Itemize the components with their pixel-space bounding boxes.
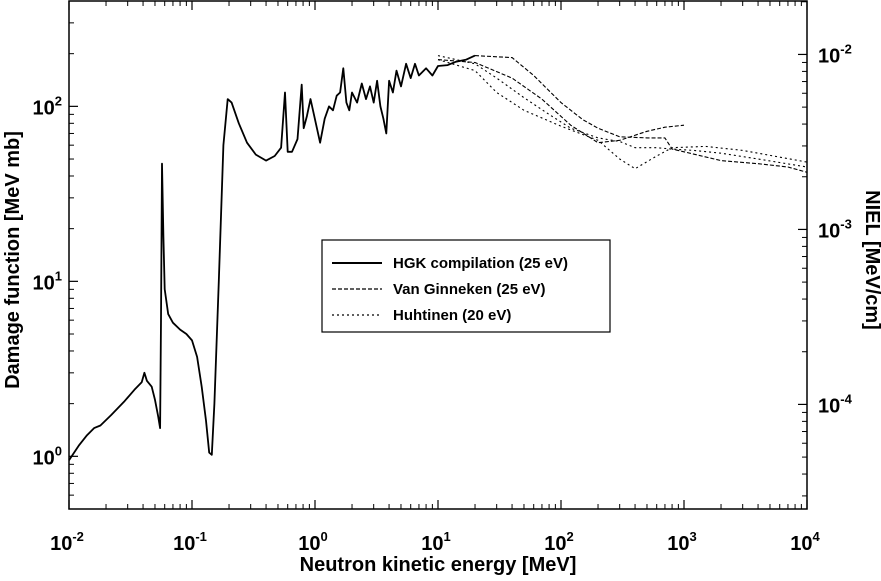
y-right-tick-label: 10-4 <box>818 391 853 417</box>
x-tick-label-exponent: -2 <box>72 529 84 544</box>
series-line-4 <box>437 59 808 170</box>
series-line-3 <box>437 59 685 144</box>
y-right-tick-label-exponent: -4 <box>840 391 852 406</box>
x-tick-label-exponent: 2 <box>567 529 574 544</box>
y-right-tick-label-base: 10 <box>818 45 840 67</box>
series-line-0 <box>68 54 476 461</box>
x-tick-label: 10-2 <box>50 529 84 555</box>
legend-label-van-ginneken: Van Ginneken (25 eV) <box>393 281 546 298</box>
legend: HGK compilation (25 eV) Van Ginneken (25… <box>321 239 611 333</box>
y-axis-right-title: NIEL [MeV/cm] <box>861 190 881 330</box>
series-line-1 <box>474 55 808 173</box>
y-right-tick-label-base: 10 <box>818 220 840 242</box>
x-tick-label-exponent: -1 <box>195 529 207 544</box>
x-tick-label-base: 10 <box>421 533 443 555</box>
y-right-tick-labels: 10-410-310-2 <box>818 41 853 417</box>
x-tick-label-exponent: 4 <box>813 529 821 544</box>
y-tick-label-exponent: 0 <box>55 443 62 458</box>
x-tick-label-base: 10 <box>298 533 320 555</box>
y-right-tick-label-exponent: -2 <box>840 41 852 56</box>
y-right-tick-label-base: 10 <box>818 395 840 417</box>
x-tick-label-base: 10 <box>790 533 812 555</box>
x-tick-label-base: 10 <box>544 533 566 555</box>
y-tick-label-base: 10 <box>33 97 55 119</box>
legend-box <box>321 239 611 333</box>
y-right-tick-label: 10-3 <box>818 216 852 242</box>
ticks-group <box>68 0 808 510</box>
y-tick-label-base: 10 <box>33 272 55 294</box>
legend-label-huhtinen: Huhtinen (20 eV) <box>393 307 511 324</box>
x-tick-label: 10-1 <box>173 529 207 555</box>
y-tick-label: 102 <box>33 93 62 119</box>
x-tick-label-base: 10 <box>667 533 689 555</box>
series-line-2 <box>437 55 808 168</box>
y-axis-left-title: Damage function [MeV mb] <box>2 131 24 389</box>
x-tick-label-exponent: 0 <box>321 529 328 544</box>
x-tick-label: 103 <box>667 529 696 555</box>
y-right-tick-label: 10-2 <box>818 41 852 67</box>
x-tick-labels: 10-2 10-1 100 101 102 103 104 <box>50 529 820 555</box>
x-tick-label-base: 10 <box>50 533 72 555</box>
legend-label-hgk: HGK compilation (25 eV) <box>393 255 568 272</box>
y-tick-label: 100 <box>33 443 62 469</box>
y-tick-label-exponent: 2 <box>55 93 62 108</box>
x-axis-title: Neutron kinetic energy [MeV] <box>300 554 577 576</box>
x-tick-label: 100 <box>298 529 327 555</box>
x-tick-label: 104 <box>790 529 820 555</box>
y-tick-label: 101 <box>33 268 62 294</box>
x-tick-label-exponent: 1 <box>444 529 451 544</box>
y-tick-label-base: 10 <box>33 447 55 469</box>
y-right-tick-label-exponent: -3 <box>840 216 852 231</box>
y-tick-label-exponent: 1 <box>55 268 62 283</box>
x-tick-label: 101 <box>421 529 450 555</box>
series-group <box>68 54 808 461</box>
x-tick-label: 102 <box>544 529 573 555</box>
x-tick-label-base: 10 <box>173 533 195 555</box>
x-tick-label-exponent: 3 <box>690 529 697 544</box>
